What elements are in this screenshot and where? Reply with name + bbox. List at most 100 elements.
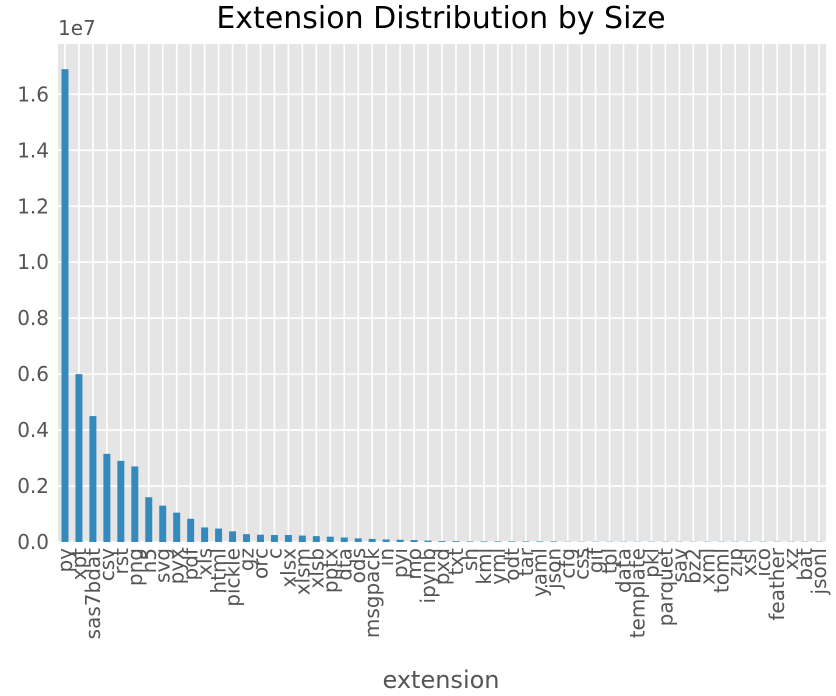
x-tick-label: tar bbox=[514, 547, 538, 576]
x-tick-label: pickle bbox=[221, 548, 245, 607]
bar-ods bbox=[354, 538, 362, 542]
x-tick-label: pkl bbox=[639, 548, 663, 578]
x-axis-ticks: pyxptsas7bdatcsvrstpngh5svgpyxpdfxlshtml… bbox=[53, 547, 831, 639]
x-tick-label: pyi bbox=[388, 548, 412, 578]
x-tick-label: html bbox=[207, 548, 231, 594]
x-tick-label: sav bbox=[667, 548, 691, 583]
x-tick-label: mo bbox=[402, 548, 426, 580]
x-tick-label: ipynb bbox=[416, 548, 440, 603]
x-tick-label: parquet bbox=[653, 548, 677, 626]
y-tick-label: 0.4 bbox=[17, 418, 49, 442]
x-tick-label: xz bbox=[779, 548, 803, 570]
bar-pptx bbox=[326, 536, 334, 542]
bar-pyx bbox=[173, 512, 181, 542]
x-tick-label: dta bbox=[332, 548, 356, 581]
x-tick-label: xls bbox=[193, 548, 217, 576]
bar-gz bbox=[243, 534, 250, 542]
x-tick-label: msgpack bbox=[360, 548, 384, 639]
y-tick-label: 0.0 bbox=[17, 530, 49, 554]
x-tick-label: xpt bbox=[67, 548, 91, 581]
y-tick-label: 1.0 bbox=[17, 250, 49, 274]
bar-kml bbox=[480, 541, 488, 542]
bar-pdf bbox=[187, 518, 195, 542]
bar-odt bbox=[508, 541, 516, 542]
bar-txt bbox=[452, 541, 460, 542]
x-tick-label: pxd bbox=[430, 548, 454, 585]
x-tick-label: template bbox=[625, 548, 649, 638]
x-tick-label: ico bbox=[751, 548, 775, 577]
bar-xls bbox=[201, 527, 209, 542]
y-tick-label: 1.6 bbox=[17, 82, 49, 106]
bar-svg bbox=[159, 505, 167, 542]
x-tick-label: gif bbox=[584, 547, 608, 573]
x-tick-label: xlsm bbox=[290, 548, 314, 595]
bar-xpt bbox=[75, 374, 83, 542]
x-tick-label: data bbox=[612, 548, 636, 593]
x-tick-label: h5 bbox=[137, 548, 161, 573]
bar-tar bbox=[522, 541, 530, 542]
x-tick-label: sh bbox=[458, 548, 482, 571]
x-tick-label: pyx bbox=[165, 548, 189, 585]
bar-ipynb bbox=[424, 540, 432, 542]
y-tick-label: 1.4 bbox=[17, 138, 49, 162]
x-tick-label: c bbox=[262, 548, 286, 559]
x-tick-label: zip bbox=[723, 548, 747, 577]
y-tick-label: 0.8 bbox=[17, 306, 49, 330]
bar-pickle bbox=[229, 531, 237, 542]
bar-mo bbox=[410, 540, 418, 542]
x-tick-label: yml bbox=[486, 548, 510, 585]
bar-xlsb bbox=[312, 536, 320, 542]
x-tick-label: ods bbox=[346, 548, 370, 583]
x-tick-label: svg bbox=[151, 548, 175, 583]
x-tick-label: toml bbox=[709, 548, 733, 593]
chart-title: Extension Distribution by Size bbox=[216, 1, 665, 36]
bar-pyi bbox=[396, 539, 404, 542]
x-tick-label: gz bbox=[235, 548, 259, 571]
x-tick-label: json bbox=[542, 548, 566, 590]
x-tick-label: txt bbox=[444, 548, 468, 576]
x-tick-label: in bbox=[374, 548, 398, 566]
bars bbox=[61, 69, 823, 542]
x-tick-label: sas7bdat bbox=[81, 548, 105, 639]
bar-h5 bbox=[145, 497, 153, 542]
bar-in bbox=[382, 539, 390, 542]
x-tick-label: odt bbox=[500, 548, 524, 581]
x-tick-label: cfg bbox=[556, 548, 580, 579]
bar-sh bbox=[466, 541, 474, 542]
bar-py bbox=[61, 69, 69, 542]
x-tick-label: kml bbox=[472, 548, 496, 585]
x-tick-label: css bbox=[570, 548, 594, 580]
y-axis-ticks: 0.0 0.2 0.4 0.6 0.8 1.0 1.2 1.4 1.6 bbox=[17, 82, 49, 554]
x-tick-label: xlsb bbox=[304, 548, 328, 589]
y-tick-label: 0.2 bbox=[17, 474, 49, 498]
bar-html bbox=[215, 528, 223, 542]
bar-rst bbox=[117, 460, 125, 542]
x-tick-label: jsonl bbox=[807, 548, 831, 595]
x-tick-label: png bbox=[123, 548, 147, 586]
bar-msgpack bbox=[368, 538, 376, 542]
bar-sas7bdat bbox=[89, 416, 97, 542]
y-tick-label: 0.6 bbox=[17, 362, 49, 386]
x-tick-label: pdf bbox=[179, 547, 203, 580]
x-tick-label: rst bbox=[109, 548, 133, 575]
x-tick-label: pptx bbox=[318, 548, 342, 593]
x-tick-label: xlsx bbox=[276, 548, 300, 588]
x-tick-label: xml bbox=[695, 548, 719, 585]
bar-orc bbox=[256, 534, 264, 542]
bar-xlsx bbox=[284, 535, 292, 542]
bar-yml bbox=[494, 541, 502, 542]
bar-json bbox=[550, 541, 558, 542]
y-axis-offset-label: 1e7 bbox=[58, 16, 96, 40]
x-tick-label: yaml bbox=[528, 548, 552, 597]
bar-c bbox=[270, 535, 278, 542]
bar-xlsm bbox=[298, 535, 306, 542]
x-tick-label: xsl bbox=[737, 548, 761, 576]
bar-png bbox=[131, 466, 139, 542]
bar-csv bbox=[103, 453, 111, 542]
x-tick-label: tpl bbox=[598, 548, 622, 574]
x-axis-label: extension bbox=[383, 666, 500, 694]
x-tick-label: feather bbox=[765, 547, 789, 620]
bar-pxd bbox=[438, 541, 446, 542]
bar-dta bbox=[340, 537, 348, 542]
